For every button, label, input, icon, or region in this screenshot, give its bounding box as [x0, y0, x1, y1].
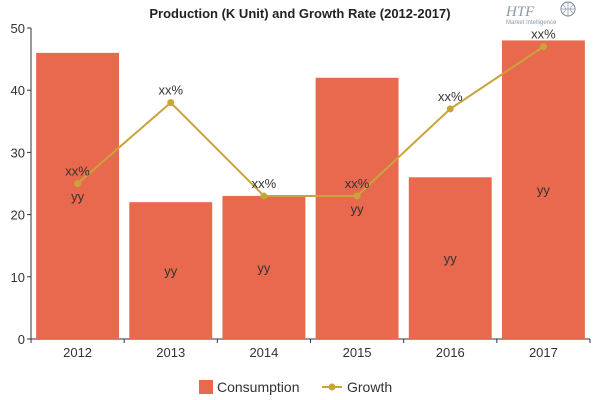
chart-title: Production (K Unit) and Growth Rate (201… [149, 6, 450, 21]
growth-label-2014: xx% [252, 176, 277, 191]
y-tick-label: 0 [18, 332, 25, 347]
bar-consumption-2013 [129, 202, 213, 339]
legend-marker-growth [328, 383, 336, 391]
growth-label-2012: xx% [65, 164, 90, 179]
data-labels: yy yy yy yy yy yy xx% xx% xx% xx% xx% xx% [65, 27, 556, 279]
legend-label-consumption: Consumption [217, 379, 300, 395]
growth-point-2013 [167, 99, 175, 107]
y-tick-label: 30 [11, 145, 25, 160]
x-tick-label: 2014 [249, 345, 278, 360]
y-tick-label: 20 [11, 208, 25, 223]
growth-point-2012 [74, 180, 82, 187]
growth-label-2013: xx% [158, 83, 183, 98]
bar-consumption-2016 [408, 177, 492, 339]
x-tick-label: 2015 [343, 345, 372, 360]
y-tick-label: 50 [11, 21, 25, 36]
growth-point-2014 [260, 192, 268, 200]
x-tick-label: 2012 [63, 345, 92, 360]
axes: 0 10 20 30 40 50 2012 2013 2014 2015 2016 2017 [11, 21, 591, 360]
growth-label-2016: xx% [438, 89, 463, 104]
growth-line [74, 43, 547, 200]
globe-icon-lines [561, 2, 575, 16]
bar-label-2017: yy [537, 183, 551, 198]
legend-label-growth: Growth [347, 379, 392, 395]
bars [36, 40, 585, 339]
logo-subtext: Market Intelligence [506, 20, 557, 26]
bar-consumption-2012 [36, 52, 120, 339]
bar-label-2015: yy [351, 201, 365, 216]
growth-point-2017 [539, 43, 547, 51]
growth-label-2015: xx% [345, 176, 370, 191]
bar-label-2016: yy [444, 251, 458, 266]
logo-text: HTF [505, 4, 535, 20]
legend[interactable]: Consumption Growth [199, 379, 392, 395]
growth-point-2015 [353, 192, 361, 200]
bar-consumption-2014 [222, 195, 306, 339]
y-tick-label: 40 [11, 83, 25, 98]
growth-line-path [76, 45, 544, 197]
legend-swatch-consumption [199, 380, 213, 394]
x-tick-label: 2013 [156, 345, 185, 360]
x-tick-label: 2016 [436, 345, 465, 360]
bar-consumption-2015 [315, 77, 399, 339]
growth-point-2016 [446, 105, 454, 113]
y-tick-label: 10 [11, 270, 25, 285]
bar-label-2014: yy [257, 260, 271, 275]
x-tick-label: 2017 [529, 345, 558, 360]
bar-label-2012: yy [71, 189, 85, 204]
bar-consumption-2017 [501, 40, 585, 339]
growth-label-2017: xx% [531, 27, 556, 42]
logo: HTF Market Intelligence [505, 1, 576, 26]
bar-label-2013: yy [164, 264, 178, 279]
